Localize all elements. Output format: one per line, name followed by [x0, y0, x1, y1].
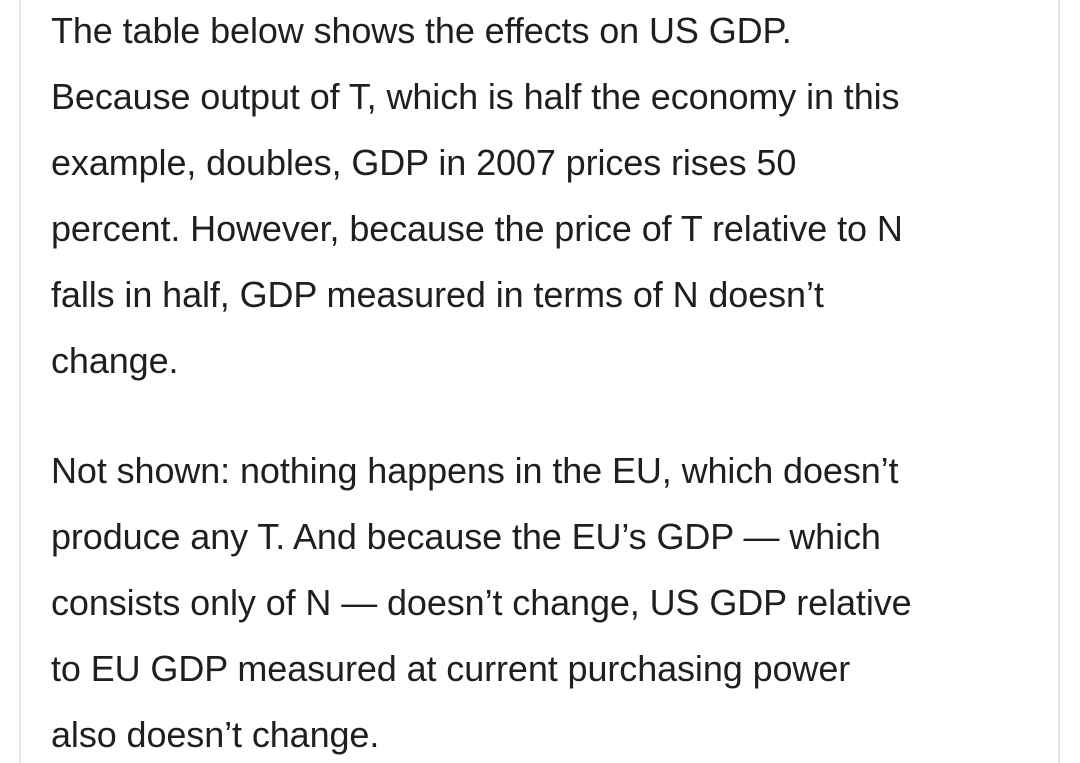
text-line: falls in half, GDP measured in terms of … — [51, 274, 824, 315]
text-line: Not shown: nothing happens in the EU, wh… — [51, 450, 899, 491]
left-border — [19, 0, 21, 763]
text-line: The table below shows the effects on US … — [51, 10, 792, 51]
text-line: also doesn’t change. — [51, 714, 380, 755]
text-line: produce any T. And because the EU’s GDP … — [51, 516, 881, 557]
text-line: example, doubles, GDP in 2007 prices ris… — [51, 142, 797, 183]
text-line: percent. However, because the price of T… — [51, 208, 903, 249]
text-line: Because output of T, which is half the e… — [51, 76, 900, 117]
text-line: consists only of N — doesn’t change, US … — [51, 582, 912, 623]
text-line: change. — [51, 340, 179, 381]
paragraph-eu-note: Not shown: nothing happens in the EU, wh… — [51, 438, 912, 763]
right-border — [1058, 0, 1060, 763]
text-line: to EU GDP measured at current purchasing… — [51, 648, 851, 689]
paragraph-gdp-effects: The table below shows the effects on US … — [51, 0, 903, 394]
